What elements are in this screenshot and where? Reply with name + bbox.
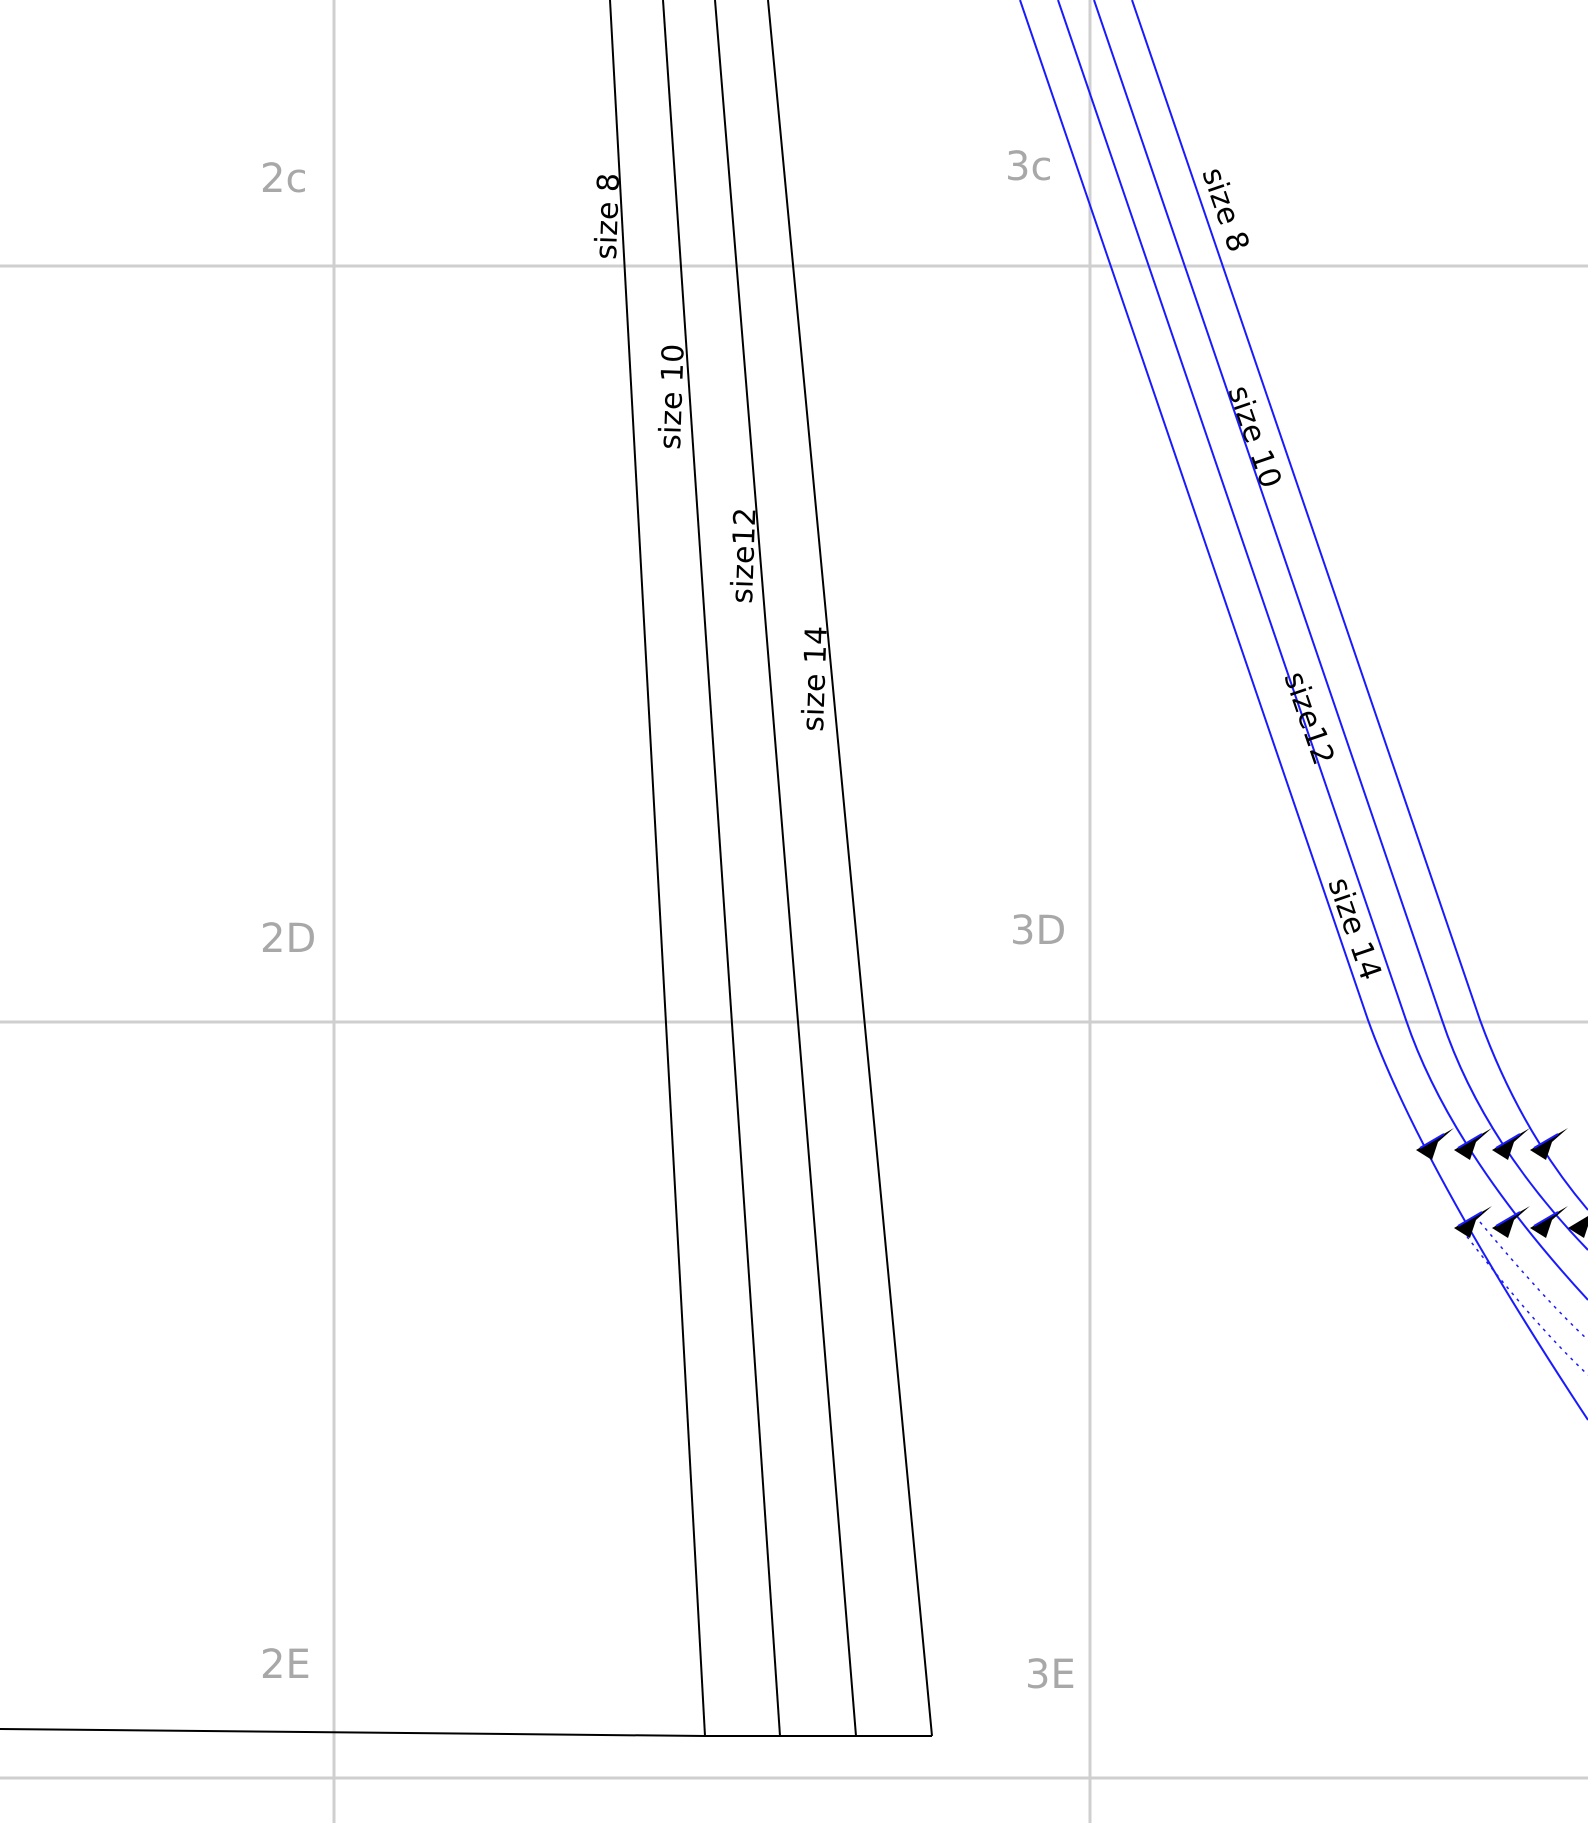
right-size-10-label: size 10 xyxy=(1220,381,1288,493)
grid-label-2E: 2E xyxy=(260,1642,311,1688)
grid-label-2D: 2D xyxy=(260,916,316,962)
right-size-14-curve xyxy=(1019,0,1588,1421)
notch-arrow-2 xyxy=(1454,1128,1492,1160)
notch-tick-6 xyxy=(1495,1211,1521,1227)
notch-tick-7 xyxy=(1533,1211,1559,1227)
notch-arrow-5 xyxy=(1454,1206,1492,1238)
notch-arrow-1 xyxy=(1416,1128,1454,1160)
right-size-12-curve xyxy=(1057,0,1588,1301)
left-size-8-line xyxy=(609,0,706,1737)
right-size-12-label: size12 xyxy=(1276,667,1340,769)
left-size-10-line xyxy=(662,0,781,1737)
notch-arrow-8 xyxy=(1568,1216,1588,1238)
left-size-12-label: size12 xyxy=(725,507,763,605)
notch-tick-3 xyxy=(1495,1133,1521,1149)
notch-tick-5 xyxy=(1457,1211,1483,1227)
notch-markers xyxy=(1416,1128,1588,1238)
notch-arrow-3 xyxy=(1492,1128,1530,1160)
grid-label-2c: 2c xyxy=(260,156,307,202)
left-pattern-piece: size 8 size 10 size12 size 14 xyxy=(0,0,933,1737)
notch-arrow-4 xyxy=(1530,1128,1568,1160)
right-pattern-piece: size 8 size 10 size12 size 14 xyxy=(1019,0,1588,1421)
right-seam-allowance-dotted-2 xyxy=(1479,1221,1588,1341)
right-size-10-curve xyxy=(1093,0,1588,1251)
notch-row-lower xyxy=(1454,1206,1588,1238)
left-size-14-line xyxy=(767,0,933,1737)
right-size-8-curve xyxy=(1131,0,1588,1211)
grid-labels: 2c 3c 2D 3D 2E 3E xyxy=(260,144,1076,1698)
right-size-14-label: size 14 xyxy=(1320,873,1388,985)
notch-tick-4 xyxy=(1533,1133,1559,1149)
grid-label-3D: 3D xyxy=(1010,908,1066,954)
notch-tick-2 xyxy=(1457,1133,1483,1149)
notch-arrow-6 xyxy=(1492,1206,1530,1238)
notch-tick-1 xyxy=(1419,1133,1445,1149)
left-size-12-line xyxy=(714,0,857,1737)
left-hem-line xyxy=(0,1728,932,1737)
notch-row-upper xyxy=(1416,1128,1568,1160)
grid-label-3c: 3c xyxy=(1005,144,1052,190)
left-size-8-label: size 8 xyxy=(589,172,627,260)
left-size-14-label: size 14 xyxy=(796,625,835,732)
right-seam-allowance-dotted xyxy=(1461,1229,1588,1376)
left-size-10-label: size 10 xyxy=(653,343,692,450)
notch-arrow-7 xyxy=(1530,1206,1568,1238)
grid-label-3E: 3E xyxy=(1025,1652,1076,1698)
